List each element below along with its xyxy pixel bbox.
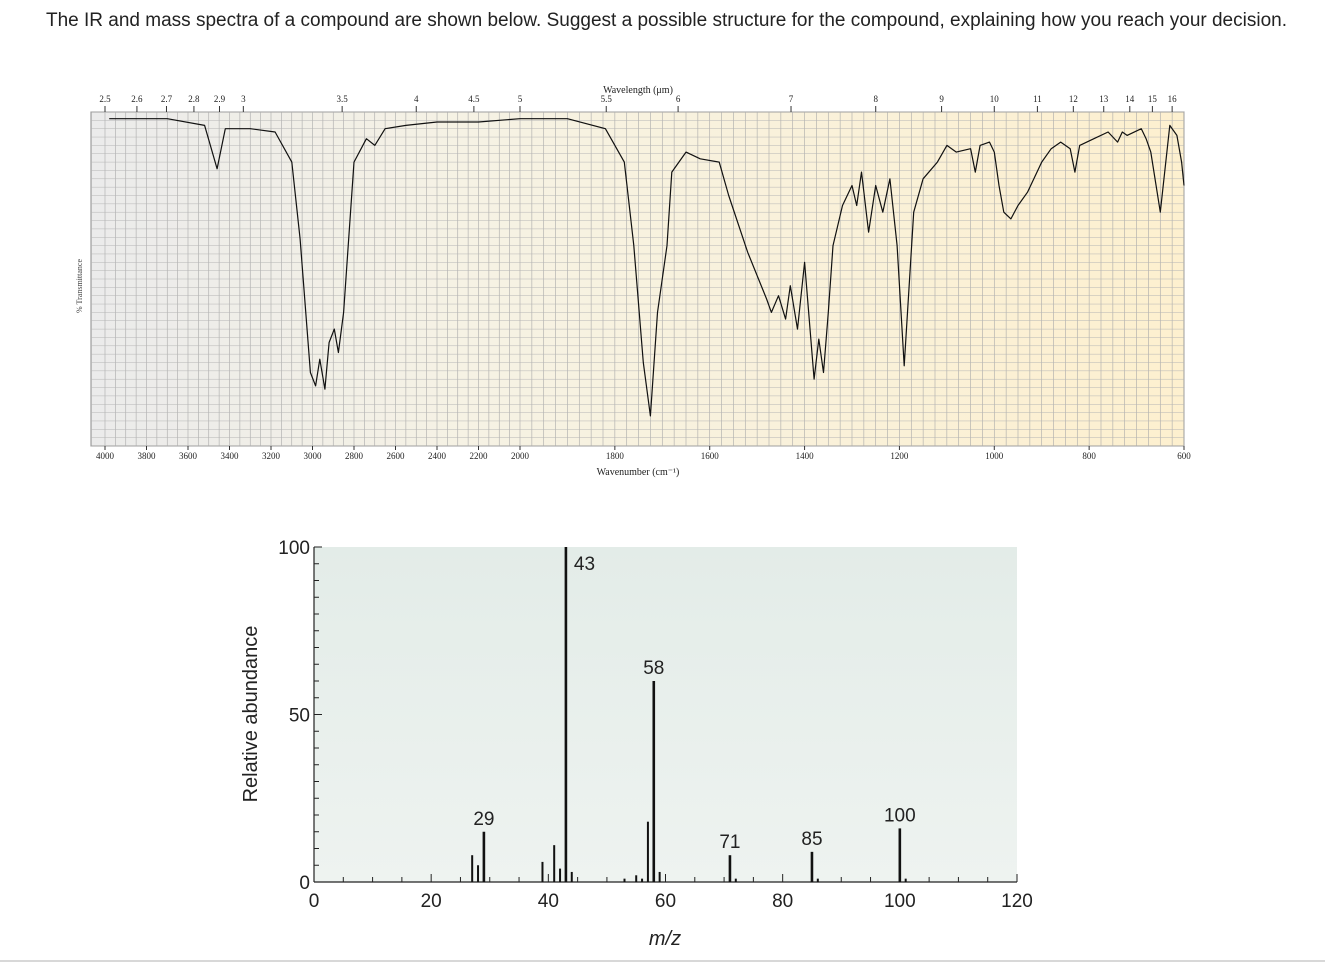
ir-bottom-tick-label: 3600 xyxy=(179,451,198,461)
ms-x-tick-label: 100 xyxy=(884,891,916,912)
ir-top-tick-label: 2.6 xyxy=(131,94,143,104)
ir-top-tick-label: 5.5 xyxy=(601,94,613,104)
ir-top-tick-label: 2.9 xyxy=(214,94,226,104)
ir-top-tick-label: 3 xyxy=(241,94,246,104)
ir-bottom-tick-label: 2600 xyxy=(387,451,406,461)
ir-bottom-tick-label: 1400 xyxy=(796,451,815,461)
ir-top-tick-label: 5 xyxy=(518,94,523,104)
ms-bars xyxy=(471,547,907,882)
ms-x-tick-label: 0 xyxy=(309,891,320,912)
ir-bottom-tick-label: 4000 xyxy=(96,451,115,461)
ir-top-tick-label: 2.8 xyxy=(188,94,200,104)
ms-plot-area xyxy=(314,547,1017,882)
ir-top-tick-label: 10 xyxy=(990,94,1000,104)
ir-bottom-tick-label: 2000 xyxy=(511,451,530,461)
ms-x-tick-label: 120 xyxy=(1001,891,1033,912)
ir-top-tick-label: 14 xyxy=(1125,94,1135,104)
ir-x-axis-label: Wavenumber (cm⁻¹) xyxy=(597,467,680,478)
ir-spectrum-chart: 2.5 2.6 2.7 2.8 2.9 3 3.5 4 4.5 5 5.5 6 7 8 9 10 11 12 13 1… xyxy=(75,85,1191,478)
ir-bottom-tick-label: 3200 xyxy=(262,451,281,461)
ms-x-axis-label: m/z xyxy=(649,928,681,950)
ms-peak-label: 85 xyxy=(801,829,822,850)
ir-top-axis-title: Wavelength (μm) xyxy=(603,85,673,96)
ir-top-tick-label: 16 xyxy=(1168,94,1178,104)
ms-peak-label: 43 xyxy=(574,554,595,575)
ir-top-tick-label: 6 xyxy=(676,94,681,104)
ir-bottom-tick-label: 600 xyxy=(1177,451,1191,461)
ms-y-tick-label: 0 xyxy=(299,873,310,894)
ir-top-tick-label: 8 xyxy=(873,94,878,104)
ir-top-tick-label: 11 xyxy=(1033,94,1042,104)
ir-top-tick-label: 4 xyxy=(414,94,419,104)
ms-x-tick-label: 80 xyxy=(772,891,793,912)
ir-bottom-tick-label: 1800 xyxy=(606,451,625,461)
ir-top-tick-label: 12 xyxy=(1069,94,1078,104)
ir-top-tick-label: 9 xyxy=(939,94,944,104)
ms-peak-label: 100 xyxy=(884,805,916,826)
ms-peak-label: 58 xyxy=(643,658,664,679)
ir-top-tick-label: 2.5 xyxy=(99,94,111,104)
ms-x-tick-label: 40 xyxy=(538,891,559,912)
ms-peak-label: 71 xyxy=(719,832,740,853)
ir-bottom-ticks: 4000 3800 3600 3400 3200 3000 2800 2600 2400 2200… xyxy=(96,446,1191,461)
ms-x-tick-label: 60 xyxy=(655,891,676,912)
ms-y-axis-label: Relative abundance xyxy=(240,626,262,803)
ir-bottom-tick-label: 3400 xyxy=(221,451,240,461)
ir-top-tick-label: 2.7 xyxy=(161,94,173,104)
ir-grid xyxy=(91,111,1185,447)
ir-bottom-tick-label: 800 xyxy=(1082,451,1096,461)
ir-bottom-tick-label: 1600 xyxy=(701,451,720,461)
ir-bottom-tick-label: 2400 xyxy=(428,451,447,461)
bottom-rule xyxy=(0,960,1325,962)
ms-y-tick-label: 50 xyxy=(289,706,310,727)
question-text: The IR and mass spectra of a compound ar… xyxy=(46,10,1287,31)
ir-spectrum-line xyxy=(109,118,1185,417)
ir-y-axis-label: % Transmittance xyxy=(75,259,84,313)
ir-top-tick-label: 15 xyxy=(1148,94,1158,104)
ms-peak-label: 29 xyxy=(473,809,494,830)
ir-bottom-tick-label: 3800 xyxy=(138,451,157,461)
ir-top-tick-label: 4.5 xyxy=(468,94,480,104)
ir-bottom-tick-label: 1200 xyxy=(890,451,909,461)
ir-bottom-tick-label: 2200 xyxy=(470,451,489,461)
ir-top-tick-label: 3.5 xyxy=(337,94,349,104)
ms-y-tick-label: 100 xyxy=(278,538,310,559)
ir-top-ticks: 2.5 2.6 2.7 2.8 2.9 3 3.5 4 4.5 5 5.5 6 7 8 9 10 11 12 13 1… xyxy=(99,94,1177,112)
ir-top-tick-label: 13 xyxy=(1099,94,1109,104)
ir-bottom-tick-label: 2800 xyxy=(345,451,364,461)
ir-bottom-tick-label: 1000 xyxy=(985,451,1004,461)
ms-y-ticks: 0 50 100 xyxy=(278,538,322,894)
ms-peak-labels: 29 43 58 71 85 100 xyxy=(473,554,915,853)
ms-x-tick-label: 20 xyxy=(421,891,442,912)
ir-top-tick-label: 7 xyxy=(789,94,794,104)
ir-bottom-tick-label: 3000 xyxy=(304,451,323,461)
mass-spectrum-chart: 0 50 100 0 20 40 60 80 100 120 29 43 58 71 85 100 m/z… xyxy=(240,538,1033,950)
